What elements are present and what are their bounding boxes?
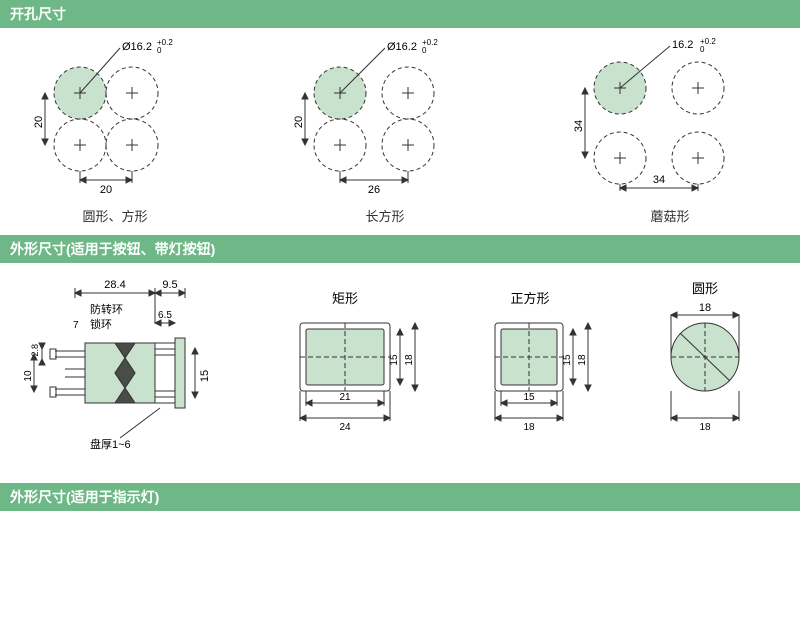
mounting-svg-3: 16.2 +0.2 0 34 34 xyxy=(560,38,780,198)
dim-dia: Ø16.2 xyxy=(122,41,152,53)
dim-x: 20 xyxy=(100,184,112,196)
panel-note: 盘厚1~6 xyxy=(90,437,131,451)
dim-inner-h: 15 xyxy=(562,354,573,366)
dim-outer-h: 18 xyxy=(577,354,588,366)
mounting-content: Ø16.2 +0.2 0 20 20 圆形、方形 xyxy=(0,28,800,235)
dim-nut2: 6.5 xyxy=(158,310,172,321)
dim-tip: 7 xyxy=(73,320,79,331)
mounting-svg-2: Ø16.2 +0.2 0 20 26 xyxy=(280,38,490,198)
outline-button-content: 28.4 9.5 防转环 锁环 7 6.5 xyxy=(0,263,800,483)
mounting-label-2: 长方形 xyxy=(280,206,490,225)
dim-dia: 16.2 xyxy=(672,39,693,51)
dim-tol-l: 0 xyxy=(157,46,162,55)
mounting-diagram-rectangular: Ø16.2 +0.2 0 20 26 长方形 xyxy=(280,38,490,225)
dim-x: 26 xyxy=(368,184,380,196)
shape-title-sq: 正方形 xyxy=(510,291,549,306)
dim-y: 20 xyxy=(293,116,305,128)
side-view-svg: 28.4 9.5 防转环 锁环 7 6.5 xyxy=(20,273,230,473)
dim-dia: Ø16.2 xyxy=(387,41,417,53)
dim-total-w: 28.4 xyxy=(104,279,125,291)
section-title: 外形尺寸(适用于按钮、带灯按钮) xyxy=(10,241,215,257)
square-svg: 正方形 15 18 15 18 xyxy=(470,273,610,453)
button-side-view: 28.4 9.5 防转环 锁环 7 6.5 xyxy=(20,273,230,473)
button-rect-view: 矩形 15 18 21 24 xyxy=(270,273,430,453)
dim-outer-w: 24 xyxy=(339,422,351,433)
dim-dia-top: 18 xyxy=(699,302,711,314)
dim-outer-w: 18 xyxy=(523,422,535,433)
circle-svg: 圆形 18 18 xyxy=(650,273,780,453)
dim-thread-h: 15 xyxy=(199,370,211,382)
section-header-outline-button: 外形尺寸(适用于按钮、带灯按钮) xyxy=(0,235,800,263)
mounting-svg-1: Ø16.2 +0.2 0 20 20 xyxy=(20,38,210,198)
dim-nut-d: 9.5 xyxy=(162,279,177,291)
section-header-outline-indicator: 外形尺寸(适用于指示灯) xyxy=(0,483,800,511)
dim-dia-bot: 18 xyxy=(699,422,711,433)
section-title: 外形尺寸(适用于指示灯) xyxy=(10,489,159,505)
dim-pin-gap: 10 xyxy=(23,370,34,382)
mounting-diagram-round-square: Ø16.2 +0.2 0 20 20 圆形、方形 xyxy=(20,38,210,225)
rect-svg: 矩形 15 18 21 24 xyxy=(270,273,430,453)
dim-y: 20 xyxy=(33,116,45,128)
dim-inner-w: 21 xyxy=(339,392,351,403)
dim-inner-h: 15 xyxy=(389,354,400,366)
mounting-diagram-mushroom: 16.2 +0.2 0 34 34 蘑菇形 xyxy=(560,38,780,225)
shape-title-circ: 圆形 xyxy=(692,281,718,296)
mounting-label-1: 圆形、方形 xyxy=(20,206,210,225)
dim-outer-h: 18 xyxy=(404,354,415,366)
mounting-label-3: 蘑菇形 xyxy=(560,206,780,225)
dim-x: 34 xyxy=(653,174,665,186)
section-header-mounting: 开孔尺寸 xyxy=(0,0,800,28)
dim-pinh: 2.8 xyxy=(30,344,40,357)
dim-tol-l: 0 xyxy=(700,45,705,54)
button-square-view: 正方形 15 18 15 18 xyxy=(470,273,610,453)
anti-rotation-label: 防转环 xyxy=(90,302,123,316)
dim-tol-l: 0 xyxy=(422,46,427,55)
dim-y: 34 xyxy=(573,120,585,132)
button-circle-view: 圆形 18 18 xyxy=(650,273,780,453)
shape-title-rect: 矩形 xyxy=(332,291,358,306)
lock-ring-label: 锁环 xyxy=(90,317,112,331)
section-title: 开孔尺寸 xyxy=(10,6,66,22)
dim-inner-w: 15 xyxy=(523,392,535,403)
